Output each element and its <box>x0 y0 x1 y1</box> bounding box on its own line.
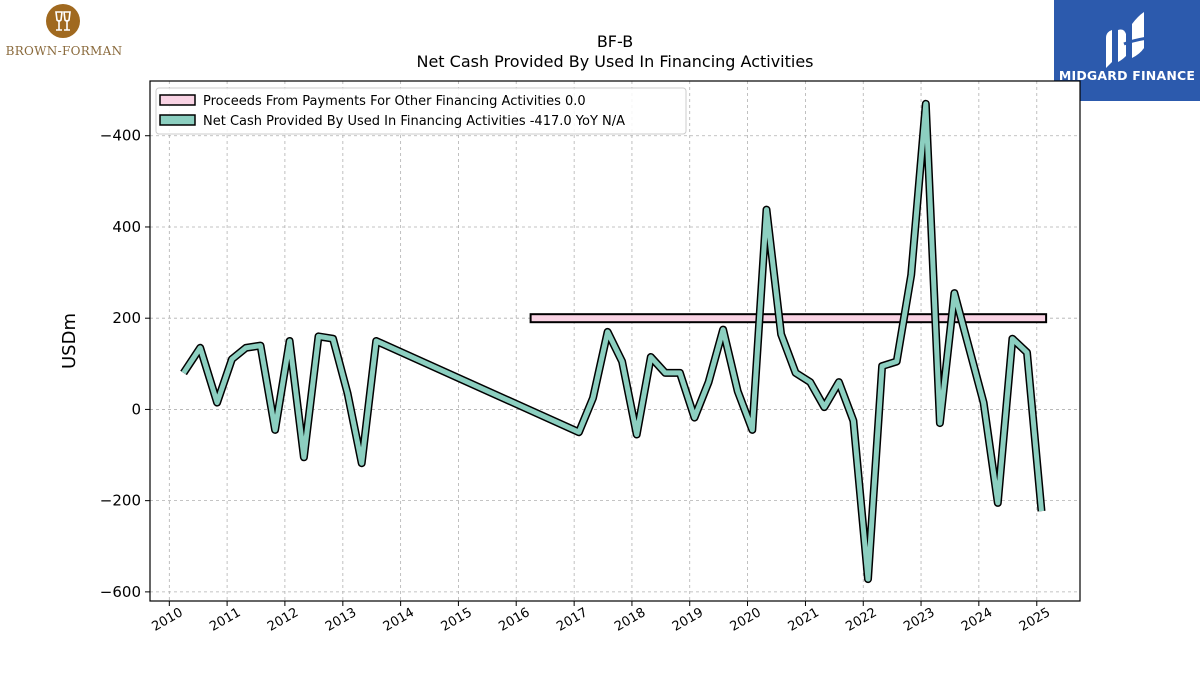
x-tick-label: 2011 <box>207 605 243 635</box>
y-tick-label: 0 <box>131 400 141 418</box>
x-tick-label: 2010 <box>149 605 185 635</box>
y-tick-label: −600 <box>100 583 141 601</box>
x-tick-label: 2016 <box>496 605 532 635</box>
plot-frame <box>149 80 1081 602</box>
legend-label-other: Proceeds From Payments For Other Financi… <box>203 94 586 109</box>
legend-label-net-cash: Net Cash Provided By Used In Financing A… <box>203 114 625 129</box>
net-cash-line <box>181 101 1044 582</box>
legend-box <box>155 87 687 135</box>
y-tick-label: −200 <box>100 492 141 510</box>
x-tick-label: 2021 <box>786 605 822 635</box>
legend-swatch-net-cash <box>159 114 196 126</box>
glasses-icon <box>55 11 71 31</box>
company-logo: BROWN-FORMAN <box>0 0 128 64</box>
chart-title: BF-B <box>596 32 634 51</box>
x-tick-label: 2019 <box>670 605 706 635</box>
y-axis-label: USDm <box>59 313 80 369</box>
x-tick-label: 2013 <box>323 605 359 635</box>
x-tick-label: 2015 <box>439 605 475 635</box>
x-tick-label: 2025 <box>1017 605 1053 635</box>
x-tick-label: 2018 <box>612 605 648 635</box>
chart-subtitle: Net Cash Provided By Used In Financing A… <box>416 52 814 71</box>
y-tick-label: 400 <box>112 218 141 236</box>
x-tick-label: 2024 <box>959 605 995 635</box>
other-financing-bar <box>529 313 1048 324</box>
x-tick-label: 2014 <box>381 605 417 635</box>
x-tick-label: 2020 <box>728 605 764 635</box>
y-tick-label: −400 <box>100 127 141 145</box>
company-logo-mark <box>46 4 80 38</box>
company-name: BROWN-FORMAN <box>5 44 123 58</box>
x-tick-label: 2017 <box>554 605 590 635</box>
x-tick-label: 2012 <box>265 605 301 635</box>
brand-logo: MIDGARD FINANCE <box>1054 0 1200 101</box>
midgard-logo-icon <box>1106 12 1149 68</box>
x-tick-label: 2023 <box>901 605 937 635</box>
y-tick-label: 200 <box>112 309 141 327</box>
x-tick-label: 2022 <box>843 605 879 635</box>
legend-swatch-other <box>159 94 196 106</box>
brand-name: MIDGARD FINANCE <box>1058 68 1196 83</box>
